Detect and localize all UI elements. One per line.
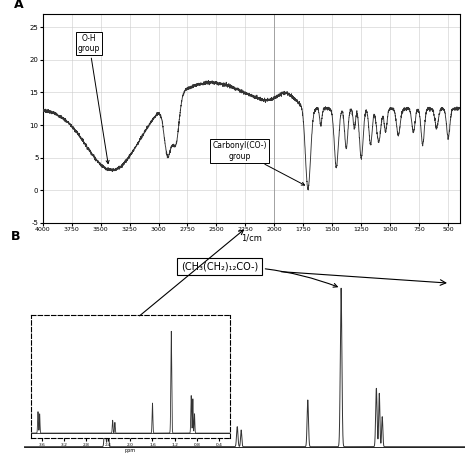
Text: Carbonyl(CO-)
group: Carbonyl(CO-) group [212, 141, 305, 185]
Text: B: B [10, 230, 20, 243]
X-axis label: 1/cm: 1/cm [241, 233, 262, 242]
Text: O-H
group: O-H group [78, 34, 109, 164]
Text: (CH₃(CH₂)₁₂CO-): (CH₃(CH₂)₁₂CO-) [181, 262, 337, 287]
Text: A: A [13, 0, 23, 10]
X-axis label: ppm: ppm [125, 448, 136, 453]
